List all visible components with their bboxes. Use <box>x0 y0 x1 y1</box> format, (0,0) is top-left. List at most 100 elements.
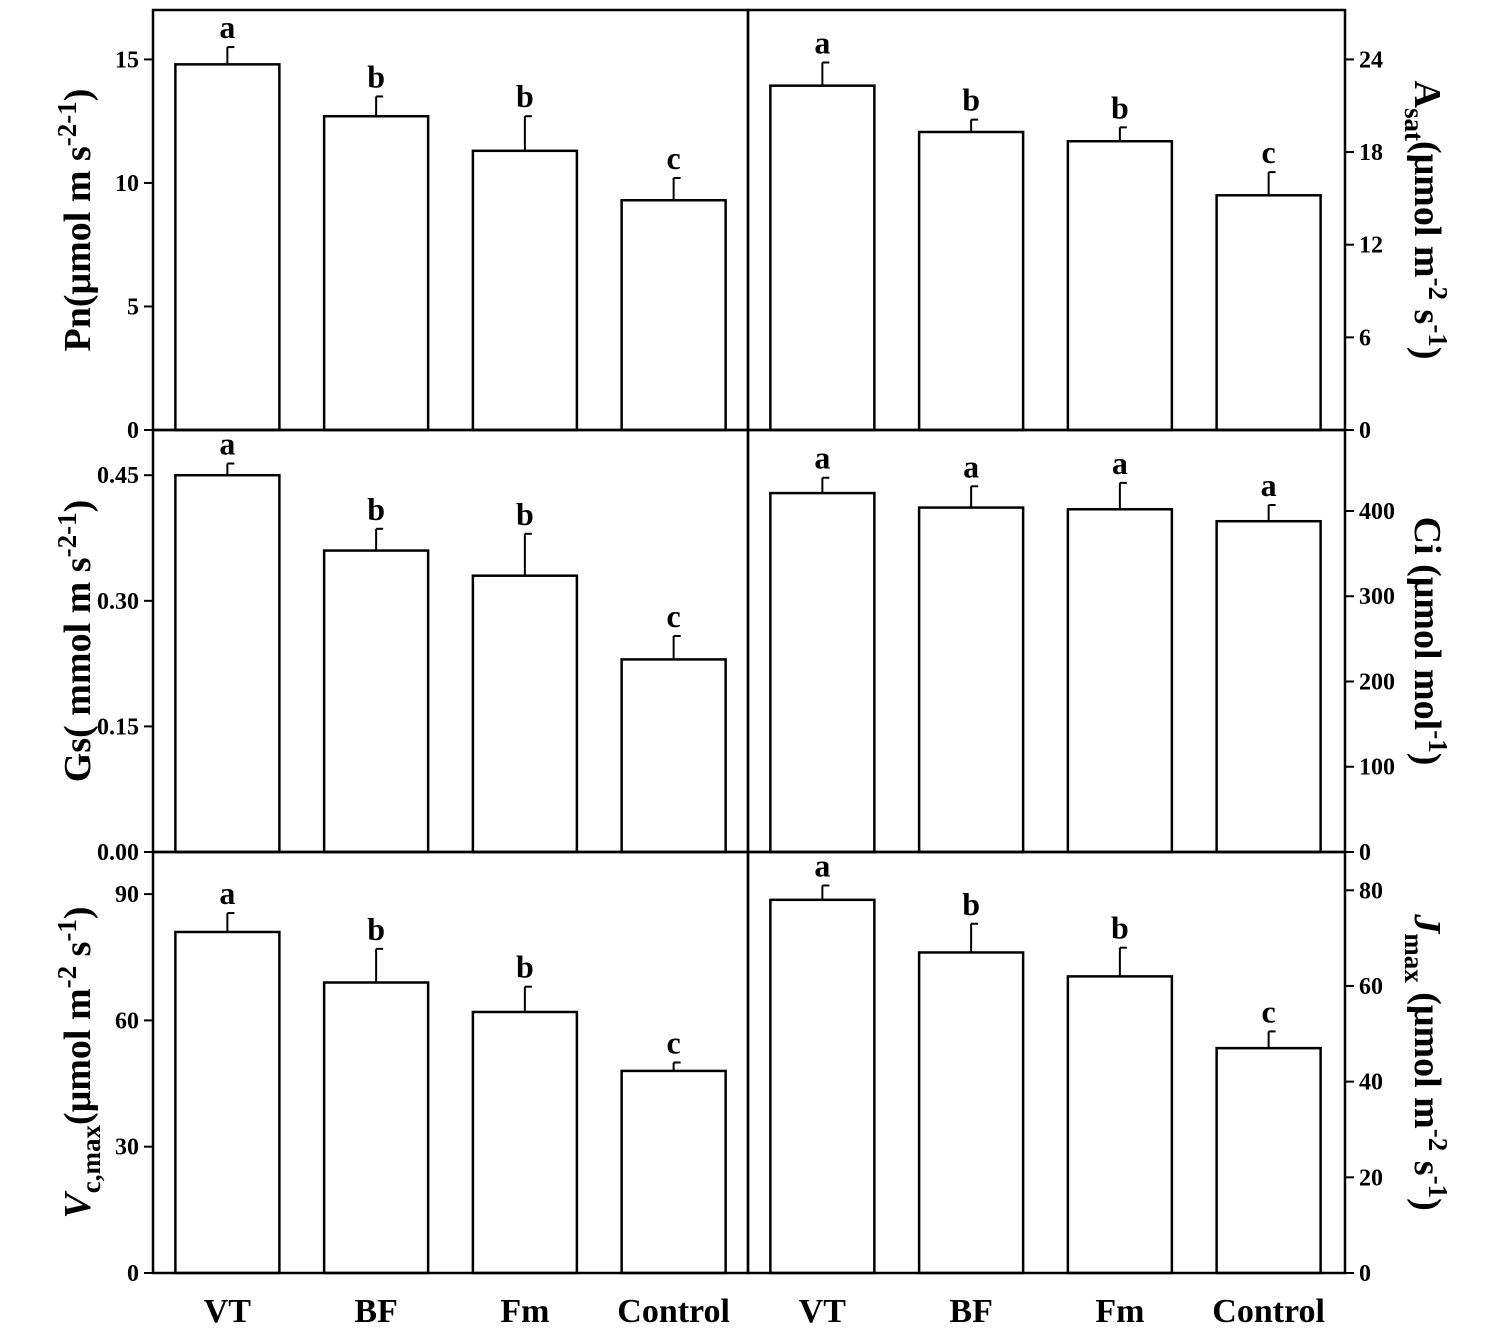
y-tick-label: 60 <box>1359 974 1383 1000</box>
significance-label: a <box>219 875 235 911</box>
bar-vt <box>174 930 281 1275</box>
y-axis-title: Ci (μmol mol-1) <box>1406 517 1453 766</box>
bar-control <box>620 658 727 854</box>
y-axis-title-part: -1 <box>52 512 82 535</box>
bar-vt <box>769 84 876 432</box>
x-category-label: BF <box>949 1293 992 1330</box>
bar-control <box>620 198 727 432</box>
bar-bf <box>322 981 430 1275</box>
significance-label: c <box>1262 993 1276 1029</box>
bar-control <box>1215 519 1322 854</box>
y-axis-title-part: V <box>57 1191 99 1219</box>
y-tick-label: 15 <box>115 47 139 73</box>
significance-label: b <box>367 911 385 947</box>
significance-label: c <box>667 1025 681 1061</box>
y-axis-title-part: -1 <box>52 101 82 124</box>
significance-label: c <box>667 598 681 634</box>
y-axis-title-part: -1 <box>1423 1176 1453 1199</box>
x-category-label: Fm <box>1095 1293 1144 1330</box>
significance-label: a <box>219 425 235 461</box>
y-axis-title-part: max <box>1399 933 1429 983</box>
significance-label: b <box>962 886 980 922</box>
y-axis-title: Jmax (μmol m-2 s-1) <box>1399 913 1453 1211</box>
significance-label: b <box>367 58 385 94</box>
bar-bf <box>917 130 1025 432</box>
panel-3: a b b c 0.00 0.15 0.30 0.45 <box>97 425 750 866</box>
bar-control <box>1215 1046 1322 1275</box>
bar-vt <box>769 491 876 854</box>
y-axis-title-part: c,max <box>76 1124 106 1193</box>
bar-control <box>620 1069 727 1275</box>
y-tick-label: 0.30 <box>97 589 139 615</box>
bar-fm <box>1066 508 1174 854</box>
y-tick-label: 80 <box>1359 878 1383 904</box>
y-tick-label: 0 <box>1359 1261 1371 1287</box>
y-axis-title-part: -1 <box>1423 730 1453 753</box>
significance-label: b <box>516 949 534 985</box>
y-tick-label: 0.00 <box>97 840 139 866</box>
y-tick-label: 0 <box>1359 840 1371 866</box>
y-tick-label: 0.15 <box>97 714 139 740</box>
bar-fm <box>1066 975 1174 1275</box>
y-axis-title: Gs( mmol m s-2-1) <box>52 500 99 782</box>
y-tick-label: 30 <box>115 1135 139 1161</box>
y-tick-label: 0 <box>127 418 139 444</box>
y-axis-title-part: (μmol m <box>1406 983 1448 1129</box>
y-tick-label: 24 <box>1359 47 1383 73</box>
panel-6: a b b c 0 20 40 60 80 <box>746 847 1383 1287</box>
y-axis-title-part: Gs( mmol m <box>57 582 99 783</box>
y-axis-title-part: (μmol m <box>57 988 99 1125</box>
bar-vt <box>769 898 876 1275</box>
bar-fm <box>471 149 579 432</box>
bar-fm <box>1066 140 1174 432</box>
y-tick-label: 0 <box>1359 418 1371 444</box>
x-axis-category-labels: VT BF Fm Control VT BF Fm Control <box>204 1293 1325 1330</box>
significance-label: b <box>1111 910 1129 946</box>
significance-label: b <box>367 491 385 527</box>
y-axis-title-part: s <box>1406 1151 1448 1175</box>
y-axis-title-part: -1 <box>52 919 82 942</box>
panel-frame <box>746 850 1347 1275</box>
y-axis-title-part: (μmol m <box>1406 141 1448 278</box>
y-axis-title-part: J <box>1406 913 1448 934</box>
y-tick-label: 0.45 <box>97 463 139 489</box>
bar-bf <box>917 506 1025 854</box>
y-axis-title-part: A <box>1406 81 1448 109</box>
y-axis-title-part: sat <box>1399 108 1429 141</box>
y-axis-title-part: -2 <box>52 124 82 147</box>
y-axis-title-part: ) <box>57 906 99 919</box>
y-axis-title-part: Pn(μmol m <box>57 171 99 352</box>
y-tick-label: 0 <box>127 1261 139 1287</box>
significance-label: b <box>962 82 980 118</box>
y-axis-title-part: s <box>57 557 99 581</box>
y-tick-label: 100 <box>1359 755 1395 781</box>
y-axis-title: Vc,max(μmol m-2 s-1) <box>52 906 106 1218</box>
y-tick-label: 18 <box>1359 140 1383 166</box>
y-axis-title-part: ) <box>57 500 99 513</box>
panel-4: a a a a 0 100 200 300 400 <box>746 428 1395 866</box>
x-category-label: Fm <box>500 1293 549 1330</box>
bar-control <box>1215 194 1322 432</box>
bar-fm <box>471 1010 579 1275</box>
bar-vt <box>174 473 281 854</box>
y-axis-title-part: ) <box>1406 347 1448 360</box>
y-axis-title-part: s <box>57 146 99 170</box>
bar-fm <box>471 574 579 854</box>
y-axis-title: Asat(μmol m-2 s-1) <box>1399 81 1453 360</box>
significance-label: a <box>1112 445 1128 481</box>
significance-label: b <box>516 78 534 114</box>
y-axis-title-part: -2 <box>1423 278 1453 301</box>
significance-label: a <box>1261 467 1277 503</box>
significance-label: a <box>814 847 830 883</box>
y-tick-label: 40 <box>1359 1070 1383 1096</box>
y-axis-title-part: ) <box>1406 753 1448 766</box>
y-tick-label: 6 <box>1359 325 1371 351</box>
significance-label: c <box>667 140 681 176</box>
significance-label: b <box>1111 89 1129 125</box>
significance-label: b <box>516 496 534 532</box>
x-category-label: BF <box>354 1293 397 1330</box>
bar-bf <box>322 549 430 854</box>
x-category-label: VT <box>204 1293 252 1330</box>
significance-label: a <box>219 9 235 45</box>
